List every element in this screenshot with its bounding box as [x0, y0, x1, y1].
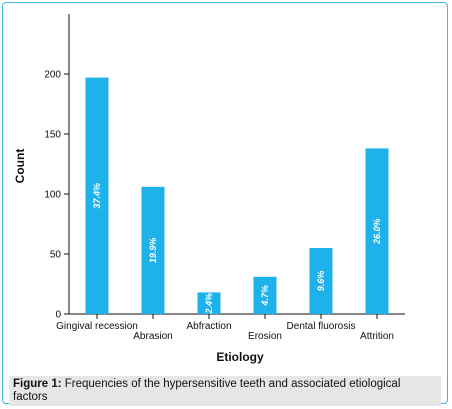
x-axis-title: Etiology	[216, 350, 264, 364]
bar	[365, 148, 389, 314]
figure-caption: Figure 1: Frequencies of the hypersensit…	[9, 376, 441, 406]
bar-data-label: 37.4%	[92, 183, 102, 209]
x-tick-label: Erosion	[248, 331, 282, 342]
x-tick-label: Abfraction	[186, 321, 231, 332]
bar	[197, 292, 221, 314]
bar	[141, 186, 165, 314]
y-tick-label: 150	[44, 130, 61, 141]
bar	[309, 248, 333, 314]
caption-lead: Figure 1:	[13, 378, 62, 390]
y-axis: 0 50 100 150 200	[44, 14, 70, 321]
x-tick-label: Attrition	[360, 331, 394, 342]
x-tick-label: Abrasion	[133, 331, 172, 342]
bar	[253, 276, 277, 314]
bar-data-label: 4.7%	[260, 285, 270, 307]
x-tick-label: Dental fluorosis	[287, 321, 356, 332]
bar-data-label: 26.0%	[372, 218, 382, 245]
x-tick-label: Gingival recession	[56, 321, 138, 332]
bar-data-label: 2.4%	[204, 293, 214, 315]
y-tick-label: 200	[44, 70, 61, 81]
bar-data-label: 9.6%	[316, 271, 326, 292]
y-tick-label: 0	[55, 310, 61, 321]
y-axis-title: Count	[13, 149, 27, 184]
y-tick-label: 50	[50, 250, 62, 261]
bar-data-label: 19.9%	[148, 238, 158, 264]
y-tick-label: 100	[44, 190, 61, 201]
caption-text: Frequencies of the hypersensitive teeth …	[13, 378, 401, 403]
bar	[85, 77, 109, 314]
bars: 37.4% 19.9% 2.4% 4.7% 9.6% 26.0%	[85, 77, 389, 315]
